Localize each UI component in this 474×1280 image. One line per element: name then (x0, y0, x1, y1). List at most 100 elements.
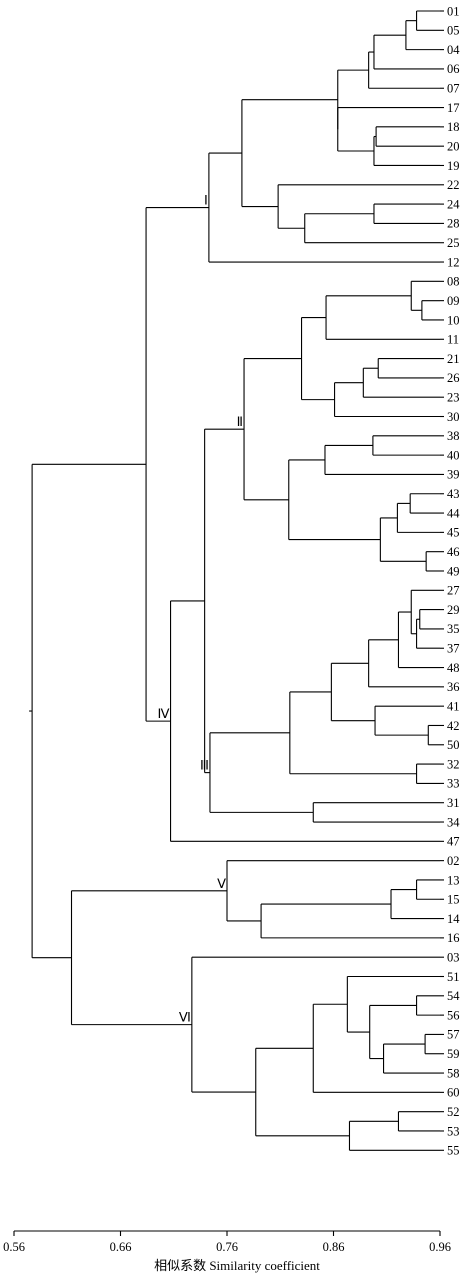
leaf-label: 11 (447, 333, 459, 347)
merge-link (421, 300, 440, 321)
leaf-label: 55 (447, 1144, 460, 1158)
leaf-label: 24 (447, 197, 460, 211)
leaf-label: 04 (447, 43, 460, 57)
leaf-label: 45 (447, 526, 460, 540)
merge-link (416, 763, 440, 784)
merge-link (405, 20, 440, 51)
merge-link (289, 691, 417, 775)
leaf-label: 39 (447, 468, 460, 482)
merge-link (362, 367, 440, 398)
merge-link (373, 203, 440, 224)
leaf-label: 46 (447, 545, 460, 559)
merge-link (424, 1033, 440, 1055)
merge-link (312, 1003, 440, 1093)
x-tick-label: 0.76 (216, 1240, 238, 1254)
cluster-labels: Ⅰ Ⅱ Ⅲ Ⅳ Ⅴ Ⅵ (158, 193, 243, 1025)
merge-link (241, 99, 338, 208)
merge-link (324, 444, 440, 475)
leaf-label: 48 (447, 661, 460, 675)
merge-link (396, 502, 440, 533)
cluster-label: Ⅱ (237, 414, 243, 429)
leaf-label: 17 (447, 101, 460, 115)
merge-link (373, 34, 440, 70)
leaf-label: 52 (447, 1105, 460, 1119)
leaf-label: 02 (447, 854, 460, 868)
merge-link (304, 213, 440, 244)
merge-link (226, 860, 440, 922)
leaf-label: 50 (447, 738, 460, 752)
leaf-label: 33 (447, 777, 460, 791)
merge-link (337, 69, 369, 130)
leaf-label: 08 (447, 275, 460, 289)
cluster-label: Ⅰ (204, 193, 208, 208)
merge-link (427, 724, 440, 746)
leaf-label: 18 (447, 120, 460, 134)
x-tick-label: 0.56 (3, 1240, 25, 1254)
leaf-label: 34 (447, 815, 460, 829)
merge-link (377, 358, 440, 379)
leaf-label: 22 (447, 178, 460, 192)
x-tick-label: 0.86 (323, 1240, 345, 1254)
leaf-label: 03 (447, 950, 460, 964)
leaf-label: 47 (447, 835, 460, 849)
merge-link (312, 802, 440, 823)
leaf-label: 57 (447, 1028, 460, 1042)
leaf-label: 21 (447, 352, 460, 366)
merge-link (383, 1043, 440, 1074)
merge-link (208, 152, 440, 263)
leaf-label: 58 (447, 1066, 460, 1080)
leaf-label: 35 (447, 622, 460, 636)
merge-link (368, 51, 440, 89)
merge-link (416, 879, 440, 900)
leaf-label: 14 (447, 912, 460, 926)
merge-link (260, 903, 440, 939)
merge-link (416, 10, 440, 31)
merge-link (334, 382, 440, 418)
leaf-label: 26 (447, 371, 460, 385)
leaf-label: 28 (447, 217, 460, 231)
merge-link (300, 316, 335, 401)
leaf-label: 60 (447, 1086, 460, 1100)
leaf-label: 32 (447, 757, 460, 771)
leaf-label: 38 (447, 429, 460, 443)
leaf-label: 16 (447, 931, 460, 945)
leaf-label: 44 (447, 506, 460, 520)
merge-link (410, 280, 440, 311)
merge-link (277, 184, 440, 229)
leaf-label: 42 (447, 719, 460, 733)
leaf-label: 09 (447, 294, 460, 308)
leaf-label: 41 (447, 699, 460, 713)
cluster-label: Ⅳ (158, 706, 170, 721)
leaf-label: 59 (447, 1047, 460, 1061)
leaf-label: 49 (447, 564, 460, 578)
merge-link (337, 107, 440, 152)
merge-link (410, 589, 440, 635)
merge-link (416, 995, 440, 1016)
merge-link (409, 493, 440, 514)
merge-link (346, 975, 440, 1033)
leaf-label: 15 (447, 893, 460, 907)
merge-link (288, 459, 381, 541)
leaf-label: 19 (447, 159, 460, 173)
leaf-label: 31 (447, 796, 460, 810)
merge-link (204, 428, 245, 774)
x-tick-label: 0.66 (110, 1240, 132, 1254)
merge-link (374, 705, 440, 736)
leaf-label: 27 (447, 584, 460, 598)
merge-link (348, 1120, 440, 1151)
merge-link (369, 1004, 417, 1060)
leaf-label: 53 (447, 1124, 460, 1138)
leaf-label: 40 (447, 448, 460, 462)
merge-link (425, 551, 440, 572)
leaf-label: 06 (447, 62, 460, 76)
merge-link (390, 889, 440, 920)
cluster-label: Ⅲ (200, 758, 209, 773)
x-axis: 0.56 0.66 0.76 0.86 0.96 (3, 1230, 451, 1254)
leaf-label: 37 (447, 642, 460, 656)
merge-link (145, 207, 209, 722)
x-axis-title: 相似系数 Similarity coefficient (154, 1258, 320, 1273)
leaf-label: 30 (447, 410, 460, 424)
leaf-label: 07 (447, 82, 460, 96)
merge-link (368, 639, 440, 688)
